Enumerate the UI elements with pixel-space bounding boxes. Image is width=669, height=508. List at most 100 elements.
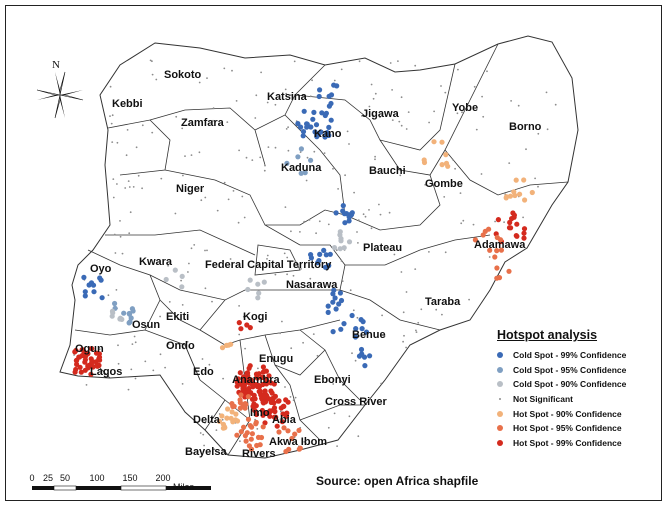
hotspot-point [94, 362, 100, 368]
legend-label: Cold Spot - 99% Confidence [513, 350, 627, 361]
not-significant-point [374, 92, 377, 95]
hotspot-point [90, 364, 96, 370]
hotspot-point [245, 286, 251, 293]
hotspot-point [328, 117, 334, 123]
not-significant-point [109, 85, 112, 88]
not-significant-point [211, 300, 213, 303]
hotspot-point [297, 445, 303, 451]
hotspot-point [321, 247, 327, 253]
hotspot-point [220, 421, 226, 427]
not-significant-point [381, 314, 383, 317]
state-label-akwa-ibom: Akwa Ibom [269, 436, 327, 448]
not-significant-point [212, 107, 215, 110]
legend-dot-icon [497, 366, 503, 373]
not-significant-point [309, 277, 312, 280]
hotspot-point [255, 295, 261, 301]
not-significant-point [133, 335, 136, 338]
not-significant-point [113, 233, 116, 236]
hotspot-point [331, 287, 337, 293]
not-significant-point [368, 209, 370, 211]
not-significant-point [348, 143, 350, 145]
state-label-kano: Kano [314, 128, 342, 140]
state-label-anambra: Anambra [232, 374, 281, 386]
hotspot-point [253, 421, 259, 427]
not-significant-point [399, 174, 402, 177]
hotspot-point [308, 157, 314, 163]
not-significant-point [344, 174, 346, 177]
hotspot-point [330, 299, 336, 305]
not-significant-point [131, 343, 134, 345]
hotspot-point [236, 320, 242, 326]
not-significant-point [370, 83, 373, 86]
not-significant-point [349, 289, 352, 292]
not-significant-point [167, 343, 170, 345]
not-significant-point [141, 124, 144, 127]
hotspot-point [229, 409, 235, 415]
legend-swatch [491, 425, 509, 432]
state-label-abia: Abia [272, 414, 297, 426]
scale-tick-25: 25 [43, 473, 53, 483]
hotspot-point [367, 353, 373, 359]
not-significant-point [206, 77, 208, 79]
not-significant-point [243, 216, 246, 219]
hotspot-point [243, 438, 249, 444]
not-significant-point [354, 359, 357, 362]
hotspot-point [224, 415, 230, 421]
not-significant-point [472, 223, 475, 226]
hotspot-point [77, 364, 83, 370]
not-significant-point [554, 103, 557, 106]
scale-tick-100: 100 [89, 473, 104, 483]
hotspot-point [260, 369, 266, 375]
state-label-ekiti: Ekiti [166, 311, 189, 323]
legend-item: Not Significant [491, 392, 659, 407]
hotspot-point [340, 208, 346, 214]
not-significant-point [444, 251, 447, 254]
not-significant-point [388, 211, 391, 214]
hotspot-point [253, 411, 260, 418]
hotspot-point [517, 191, 523, 197]
not-significant-point [290, 230, 292, 233]
not-significant-point [293, 60, 296, 63]
not-significant-point [357, 242, 359, 244]
not-significant-point [346, 130, 349, 133]
not-significant-point [537, 185, 539, 188]
state-label-gombe: Gombe [425, 178, 463, 190]
not-significant-point [107, 294, 110, 297]
hotspot-point [270, 395, 276, 401]
hotspot-point [247, 363, 253, 369]
not-significant-point [208, 363, 211, 366]
hotspot-point [258, 392, 264, 398]
not-significant-point [256, 428, 259, 430]
hotspot-point [245, 373, 251, 379]
hotspot-point [496, 275, 503, 281]
not-significant-point [263, 169, 266, 172]
not-significant-point [221, 418, 224, 421]
hotspot-point [513, 177, 519, 183]
not-significant-point [188, 262, 190, 265]
not-significant-point [372, 114, 375, 117]
not-significant-point [405, 128, 408, 130]
hotspot-point [228, 341, 234, 347]
not-significant-point [259, 156, 262, 159]
not-significant-point [274, 273, 277, 276]
hotspot-point [252, 396, 258, 402]
hotspot-point [281, 425, 287, 431]
not-significant-point [152, 369, 155, 372]
hotspot-point [495, 217, 501, 223]
hotspot-point [80, 347, 86, 353]
not-significant-point [238, 333, 241, 336]
hotspot-point [341, 321, 347, 327]
not-significant-point [358, 60, 361, 63]
not-significant-point [300, 268, 302, 270]
hotspot-point [336, 301, 342, 307]
not-significant-point [119, 220, 121, 222]
hotspot-point [482, 228, 488, 234]
hotspot-point [511, 212, 517, 218]
not-significant-point [510, 100, 512, 102]
hotspot-point [494, 265, 500, 271]
not-significant-point [374, 155, 376, 158]
not-significant-point [461, 111, 463, 114]
not-significant-point [260, 71, 262, 74]
hotspot-point [514, 233, 520, 239]
not-significant-point [316, 354, 319, 357]
